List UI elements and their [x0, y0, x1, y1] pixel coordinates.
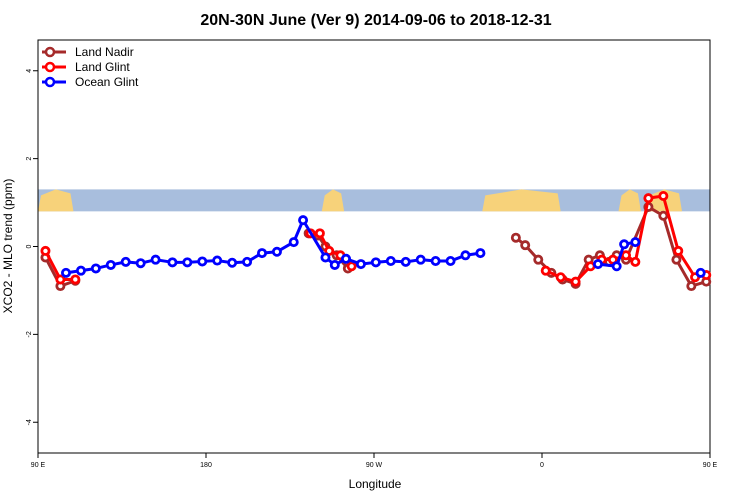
data-point-ocean-glint	[182, 257, 193, 268]
data-point-ocean-glint	[298, 215, 309, 226]
data-point-ocean-glint	[445, 255, 456, 266]
y-tick-label: -4	[26, 419, 33, 425]
data-point-ocean-glint	[61, 267, 72, 278]
legend-label-ocean-glint: Ocean Glint	[75, 75, 139, 89]
legend-marker-land-glint	[44, 61, 56, 73]
x-tick-label: 90 E	[31, 462, 46, 469]
data-point-ocean-glint	[320, 252, 331, 263]
y-tick-label: 4	[26, 69, 33, 73]
data-point-ocean-glint	[75, 265, 86, 276]
data-point-ocean-glint	[611, 261, 622, 272]
data-point-land-glint	[314, 228, 325, 239]
data-point-ocean-glint	[430, 255, 441, 266]
y-tick-label: 2	[26, 157, 33, 161]
data-point-land-glint	[658, 190, 669, 201]
map-land	[618, 189, 641, 212]
series-line-ocean-glint	[597, 240, 636, 268]
series-layer	[40, 190, 712, 292]
data-point-ocean-glint	[329, 259, 340, 270]
data-point-land-glint	[555, 272, 566, 283]
data-point-land-glint	[630, 256, 641, 267]
map-ocean	[38, 189, 710, 212]
data-point-land-nadir	[520, 240, 531, 251]
map-land	[38, 189, 74, 212]
x-tick-label: 90 E	[703, 462, 718, 469]
legend-marker-land-nadir	[44, 46, 56, 58]
data-point-land-glint	[346, 261, 357, 272]
data-point-ocean-glint	[370, 257, 381, 268]
x-axis: 90 E 180 90 W 0 90 E	[31, 453, 718, 469]
data-point-ocean-glint	[256, 248, 267, 259]
data-point-ocean-glint	[120, 256, 131, 267]
data-point-land-nadir	[533, 254, 544, 265]
data-point-land-nadir	[686, 281, 697, 292]
x-tick-label: 180	[200, 462, 212, 469]
x-axis-label: Longitude	[349, 477, 402, 491]
data-point-ocean-glint	[460, 250, 471, 261]
data-point-ocean-glint	[135, 258, 146, 269]
data-point-ocean-glint	[695, 267, 706, 278]
data-point-land-nadir	[510, 232, 521, 243]
world-map-band	[38, 189, 710, 212]
data-point-ocean-glint	[340, 253, 351, 264]
data-point-ocean-glint	[105, 259, 116, 270]
data-point-land-glint	[40, 245, 51, 256]
series-ocean-glint	[61, 215, 706, 278]
plot-frame	[37, 39, 711, 454]
y-tick-label: -2	[26, 331, 33, 337]
data-point-land-glint	[540, 265, 551, 276]
data-point-ocean-glint	[400, 256, 411, 267]
data-point-ocean-glint	[630, 237, 641, 248]
data-point-ocean-glint	[167, 257, 178, 268]
data-point-ocean-glint	[355, 259, 366, 270]
data-point-ocean-glint	[227, 257, 238, 268]
data-point-land-glint	[621, 250, 632, 261]
series-land-glint	[40, 190, 712, 287]
data-point-ocean-glint	[197, 256, 208, 267]
legend-marker-ocean-glint	[44, 76, 56, 88]
data-point-ocean-glint	[593, 259, 604, 270]
data-point-land-nadir	[671, 254, 682, 265]
data-point-ocean-glint	[288, 237, 299, 248]
legend-label-land-nadir: Land Nadir	[75, 45, 134, 59]
data-point-land-nadir	[658, 210, 669, 221]
y-tick-label: 0	[26, 244, 33, 248]
chart-title: 20N-30N June (Ver 9) 2014-09-06 to 2018-…	[200, 12, 551, 29]
map-land	[482, 189, 561, 212]
legend-entry-ocean-glint: Ocean Glint	[42, 75, 139, 89]
data-point-land-glint	[570, 276, 581, 287]
x-tick-label: 0	[540, 462, 544, 469]
legend: Land Nadir Land Glint Ocean Glint	[42, 45, 139, 89]
legend-entry-land-nadir: Land Nadir	[42, 45, 134, 59]
y-axis-label: XCO2 - MLO trend (ppm)	[1, 179, 15, 314]
data-point-ocean-glint	[242, 256, 253, 267]
data-point-land-glint	[673, 245, 684, 256]
legend-label-land-glint: Land Glint	[75, 60, 130, 74]
data-point-ocean-glint	[475, 248, 486, 259]
x-tick-label: 90 W	[366, 462, 383, 469]
data-point-land-glint	[55, 274, 66, 285]
y-axis: -4 -2 0 2 4	[26, 69, 38, 425]
data-point-ocean-glint	[385, 255, 396, 266]
map-land	[321, 189, 345, 212]
data-point-land-glint	[643, 193, 654, 204]
data-point-land-glint	[70, 274, 81, 285]
data-point-ocean-glint	[150, 254, 161, 265]
data-point-ocean-glint	[415, 254, 426, 265]
series-land-nadir	[40, 201, 712, 292]
data-point-ocean-glint	[90, 263, 101, 274]
data-point-ocean-glint	[271, 246, 282, 257]
data-point-ocean-glint	[212, 255, 223, 266]
legend-entry-land-glint: Land Glint	[42, 60, 130, 74]
data-point-ocean-glint	[619, 239, 630, 250]
